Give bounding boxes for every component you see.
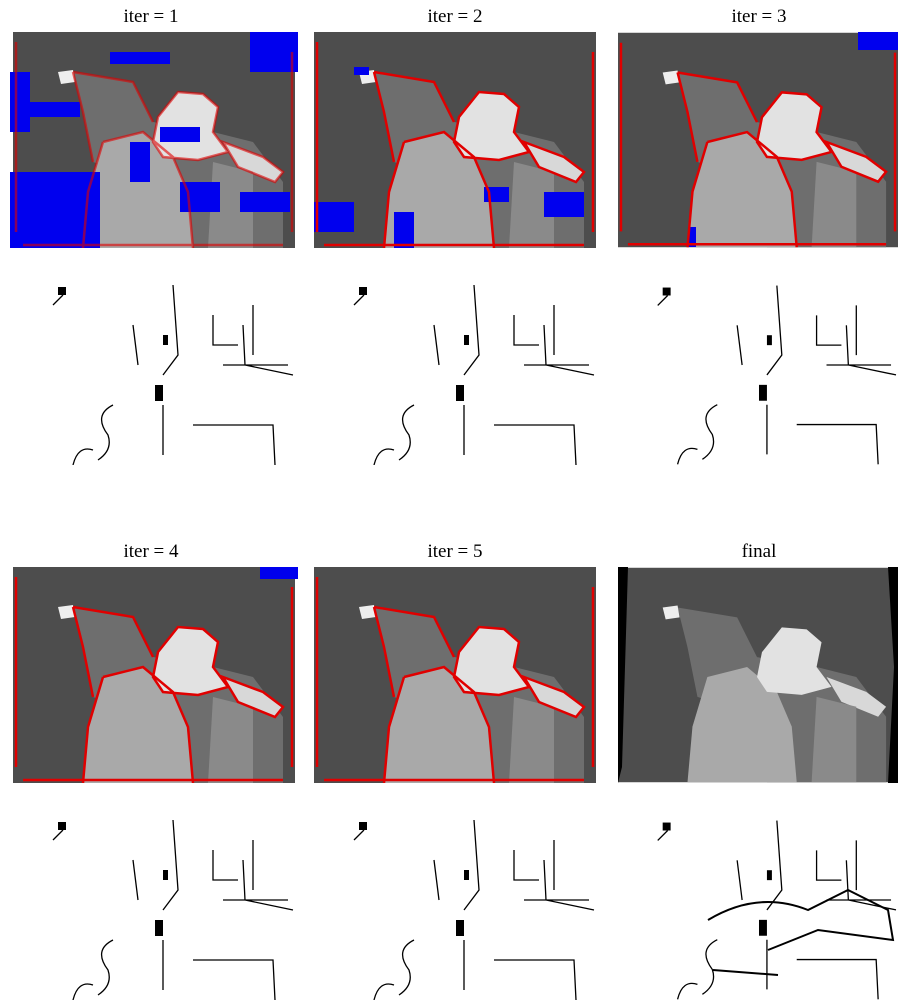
disparity-map (618, 567, 898, 783)
disparity-map (10, 32, 298, 248)
error-map (314, 800, 596, 1000)
error-map (314, 265, 596, 465)
panel: iter = 1 (10, 6, 298, 465)
error-map (13, 265, 295, 465)
figure: iter = 1 iter = 2 iter = 3 iter = 4 iter… (0, 0, 898, 1000)
panel: iter = 4 (13, 541, 298, 1000)
panel-label: iter = 3 (731, 6, 786, 27)
disparity-map (314, 32, 596, 248)
error-map (618, 801, 898, 1000)
disparity-map (13, 567, 298, 783)
disparity-map (314, 567, 596, 783)
panel: iter = 5 (314, 541, 596, 1000)
panel-label: iter = 1 (123, 6, 178, 27)
error-map (13, 800, 295, 1000)
panel: iter = 2 (314, 6, 596, 465)
panel: iter = 3 (618, 6, 898, 464)
panel-label: iter = 5 (427, 541, 482, 562)
panel-label: iter = 2 (427, 6, 482, 27)
disparity-map (618, 32, 898, 247)
panel-label: iter = 4 (123, 541, 179, 562)
error-map (618, 266, 898, 465)
panel: final (618, 541, 898, 999)
panel-label: final (742, 541, 777, 562)
